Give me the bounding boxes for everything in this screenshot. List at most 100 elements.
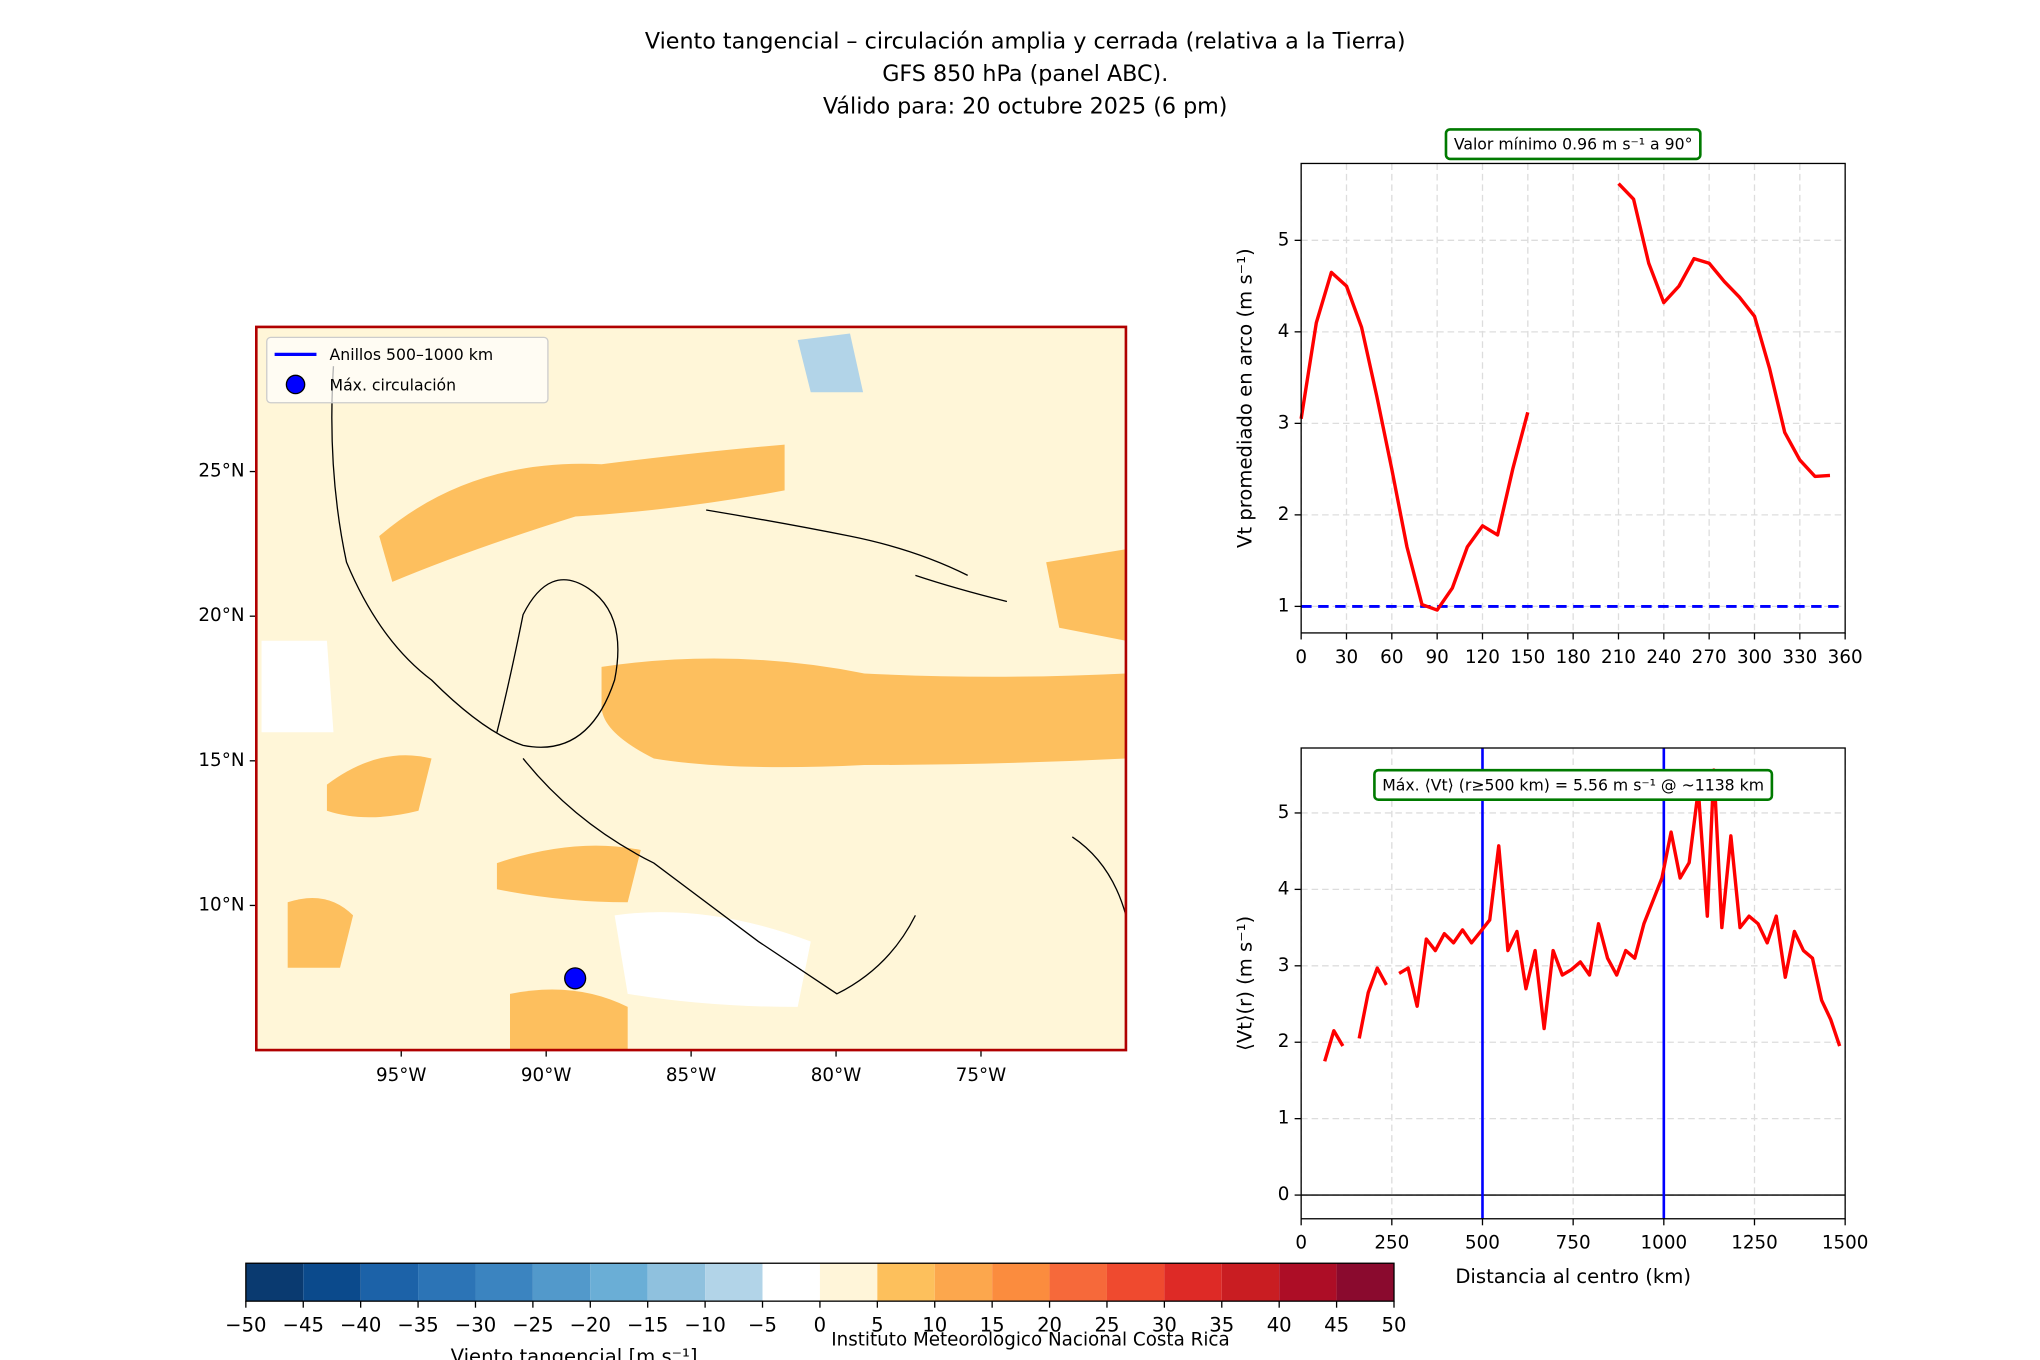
colorbar-tick-label: −50 [225,1314,266,1337]
colorbar-tick-label: 25 [1094,1314,1119,1337]
y-tick-label: 0 [1278,1184,1290,1205]
colorbar-cell [1106,1263,1165,1302]
x-tick-label: 150 [1510,647,1545,668]
colorbar-tick-label: 45 [1324,1314,1349,1337]
annotation-box [1373,768,1774,801]
colorbar-cell [762,1263,820,1302]
max-circulation-point [564,967,587,990]
colorbar-cell [647,1263,706,1302]
y-tick-label: 1 [1278,595,1290,616]
line-series [1323,768,1842,1062]
y-tick-label: 3 [1278,955,1290,976]
colorbar-cell [1336,1263,1394,1302]
map-background [256,326,1127,1051]
y-tick-label: 20°N [198,605,244,626]
colorbar-frame [245,1262,1395,1302]
colorbar-cell [992,1263,1050,1302]
y-tick-label: 10°N [198,894,244,915]
colorbar-cell [1164,1263,1222,1302]
x-tick-label: 80°W [811,1065,862,1086]
y-tick-label: 3 [1278,412,1290,433]
y-tick-label: 2 [1278,1031,1290,1052]
x-tick-label: 0 [1295,647,1307,668]
colorbar-cell [934,1263,993,1302]
colorbar-tick-label: 15 [980,1314,1005,1337]
annotation: Valor mínimo 0.96 m s⁻¹ a 90° [1444,128,1702,161]
x-tick-label: 270 [1692,647,1727,668]
x-tick-label: 30 [1335,647,1358,668]
colorbar-cell [590,1263,648,1302]
x-tick-label: 210 [1601,647,1636,668]
shade [614,912,811,1007]
x-tick-label: 1500 [1822,1233,1869,1254]
colorbar-tick-label: −35 [397,1314,438,1337]
plot-frame [1300,162,1846,634]
shade [496,845,641,903]
coastline [331,366,1127,995]
y-axis-label: ⟨Vt⟩(r) (m s⁻¹) [1234,916,1257,1051]
title-line: GFS 850 hPa (panel ABC). [882,61,1168,87]
annotation: Máx. ⟨Vt⟩ (r≥500 km) = 5.56 m s⁻¹ @ ~113… [1373,768,1774,801]
plot-frame [1300,747,1846,1220]
x-tick-label: 330 [1782,647,1817,668]
shade [1046,549,1126,641]
y-tick-label: 5 [1278,229,1290,250]
colorbar-tick-label: 20 [1037,1314,1062,1337]
x-axis-label: Distancia al centro (km) [1455,1265,1691,1288]
colorbar-cell [1279,1263,1337,1302]
colorbar-label: Viento tangencial [m s⁻¹] [451,1345,698,1360]
colorbar-cell [705,1263,763,1302]
colorbar-tick-label: −30 [455,1314,496,1337]
y-tick-label: 5 [1278,802,1290,823]
colorbar-tick-label: −40 [340,1314,381,1337]
title-line: Válido para: 20 octubre 2025 (6 pm) [823,94,1228,120]
x-tick-label: 240 [1646,647,1681,668]
map-frame [255,325,1128,1052]
colorbar-cell [418,1263,476,1302]
x-tick-label: 250 [1374,1233,1409,1254]
colorbar-tick-label: −20 [570,1314,611,1337]
colorbar-cell [475,1263,533,1302]
colorbar-tick-label: −25 [512,1314,553,1337]
shade [326,755,432,818]
legend-box [266,336,549,404]
colorbar-cell [532,1263,591,1302]
x-tick-label: 1250 [1731,1233,1778,1254]
colorbar-tick-label: 5 [871,1314,883,1337]
colorbar-cell [1221,1263,1280,1302]
shade [261,640,334,733]
credit: Instituto Meteorologico Nacional Costa R… [831,1329,1229,1350]
y-tick-label: 4 [1278,878,1290,899]
x-tick-label: 750 [1556,1233,1591,1254]
colorbar-tick-label: 40 [1267,1314,1292,1337]
x-tick-label: 75°W [956,1065,1007,1086]
x-tick-label: 90°W [521,1065,572,1086]
colorbar-cell [819,1263,878,1302]
shade [797,333,864,393]
x-tick-label: 0 [1295,1233,1307,1254]
shade [379,444,785,582]
legend-swatch [285,374,306,395]
colorbar-tick-label: 10 [922,1314,947,1337]
legend-label: Máx. circulación [330,375,457,394]
line-series [1299,182,1831,612]
colorbar-tick-label: −15 [627,1314,668,1337]
colorbar-cell [245,1263,304,1302]
x-tick-label: 120 [1465,647,1500,668]
colorbar-tick-label: 35 [1209,1314,1234,1337]
y-tick-label: 2 [1278,504,1290,525]
x-tick-label: 180 [1556,647,1591,668]
y-tick-label: 1 [1278,1108,1290,1129]
colorbar-tick-label: −5 [748,1314,777,1337]
colorbar-cell [303,1263,361,1302]
y-tick-label: 4 [1278,321,1290,342]
colorbar-tick-label: 0 [814,1314,826,1337]
x-tick-label: 500 [1465,1233,1500,1254]
title-line: Viento tangencial – circulación amplia y… [645,28,1406,54]
colorbar-tick-label: 30 [1152,1314,1177,1337]
shade [601,658,1126,768]
legend-label: Anillos 500–1000 km [330,345,494,364]
annotation-text: Valor mínimo 0.96 m s⁻¹ a 90° [1454,135,1693,154]
colorbar-tick-label: −10 [684,1314,725,1337]
